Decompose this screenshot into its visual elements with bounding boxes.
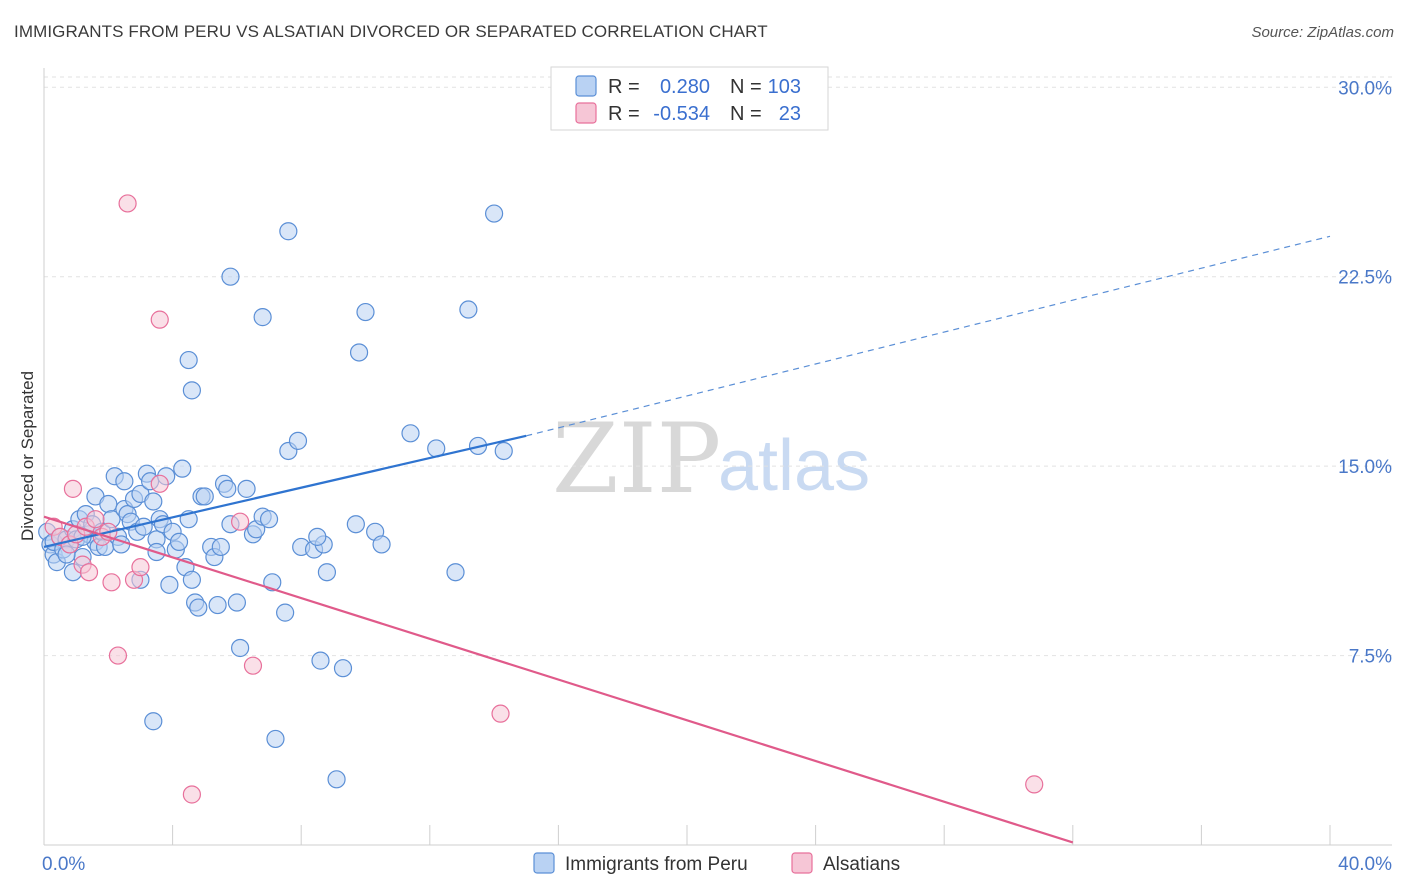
peru-trend-extension bbox=[526, 235, 1331, 437]
peru-point bbox=[401, 424, 420, 443]
peru-trend-line bbox=[43, 434, 527, 549]
series-legend-label-peru: Immigrants from Peru bbox=[565, 854, 748, 875]
y-tick-label: 22.5% bbox=[1338, 268, 1392, 289]
peru-point bbox=[179, 350, 198, 370]
peru-point bbox=[115, 472, 134, 491]
peru-point bbox=[459, 300, 478, 319]
series-peru-points bbox=[38, 204, 513, 789]
alsatian-trend-line bbox=[43, 515, 1074, 844]
y-tick-label: 30.0% bbox=[1338, 78, 1392, 99]
alsatian-point bbox=[243, 656, 263, 675]
correlation-legend: R = 0.280 N = 103 R = -0.534 N = 23 bbox=[550, 66, 829, 131]
x-tick-labels: 0.0% 40.0% bbox=[42, 854, 1392, 875]
axes bbox=[43, 68, 1392, 846]
peru-point bbox=[99, 494, 118, 514]
peru-point bbox=[144, 712, 163, 731]
series-legend-label-alsatian: Alsatians bbox=[823, 854, 900, 875]
alsatian-point bbox=[63, 479, 83, 498]
peru-point bbox=[218, 479, 237, 498]
peru-point bbox=[317, 563, 337, 582]
peru-point bbox=[279, 222, 298, 241]
alsatian-point bbox=[79, 563, 99, 582]
peru-point bbox=[160, 575, 179, 594]
legend-n-label-alsatian: N = bbox=[730, 103, 762, 125]
alsatian-point bbox=[491, 704, 510, 723]
peru-point bbox=[288, 431, 308, 450]
legend-n-value-alsatian: 23 bbox=[779, 103, 801, 125]
chart-title: IMMIGRANTS FROM PERU VS ALSATIAN DIVORCE… bbox=[14, 22, 768, 41]
peru-point bbox=[237, 479, 256, 498]
watermark: ZIP atlas bbox=[552, 403, 870, 515]
peru-point bbox=[356, 302, 375, 322]
watermark-zip: ZIP bbox=[552, 403, 721, 515]
alsatian-point bbox=[131, 558, 150, 577]
legend-swatch-peru bbox=[575, 75, 597, 97]
peru-point bbox=[169, 532, 189, 552]
peru-point bbox=[253, 308, 272, 327]
peru-point bbox=[494, 441, 513, 461]
peru-point bbox=[346, 515, 365, 534]
peru-point bbox=[208, 595, 227, 615]
peru-point bbox=[182, 570, 201, 589]
alsatian-point bbox=[1025, 775, 1044, 794]
y-axis-title: Divorced or Separated bbox=[18, 371, 37, 541]
alsatian-point bbox=[118, 194, 137, 213]
y-tick-labels: 7.5% 15.0% 22.5% 30.0% bbox=[1338, 78, 1392, 667]
series-legend-swatch-peru bbox=[533, 852, 555, 874]
legend-r-value-alsatian: -0.534 bbox=[653, 103, 710, 125]
x-tick-label-max: 40.0% bbox=[1338, 854, 1392, 875]
gridlines bbox=[44, 76, 1392, 657]
peru-point bbox=[327, 770, 346, 789]
peru-point bbox=[182, 381, 201, 400]
alsatian-point bbox=[150, 474, 169, 493]
peru-point bbox=[173, 459, 192, 478]
peru-point bbox=[211, 537, 230, 557]
legend-swatch-alsatian bbox=[575, 102, 597, 124]
series-alsatian-points bbox=[44, 194, 1044, 804]
legend-box bbox=[550, 66, 829, 131]
peru-point bbox=[227, 593, 246, 612]
alsatian-point bbox=[108, 646, 128, 665]
trend-lines bbox=[43, 235, 1331, 844]
legend-n-label-peru: N = bbox=[730, 76, 762, 98]
peru-point bbox=[231, 638, 250, 658]
legend-n-value-peru: 103 bbox=[768, 76, 801, 98]
peru-point bbox=[349, 343, 369, 362]
peru-point bbox=[195, 487, 214, 506]
peru-point bbox=[144, 492, 163, 511]
series-legend: Immigrants from Peru Alsatians bbox=[533, 852, 900, 875]
peru-point bbox=[189, 598, 208, 617]
y-tick-label: 7.5% bbox=[1349, 647, 1392, 668]
alsatian-point bbox=[150, 310, 169, 329]
series-legend-swatch-alsatian bbox=[791, 852, 813, 874]
peru-point bbox=[446, 563, 465, 582]
legend-r-label-alsatian: R = bbox=[608, 103, 640, 125]
peru-point bbox=[311, 651, 330, 670]
peru-point bbox=[266, 729, 285, 749]
alsatian-point bbox=[231, 512, 250, 531]
peru-point bbox=[333, 659, 353, 678]
peru-point bbox=[134, 517, 153, 536]
alsatian-point bbox=[102, 573, 121, 592]
peru-point bbox=[276, 603, 295, 622]
legend-r-label-peru: R = bbox=[608, 76, 640, 98]
peru-point bbox=[259, 510, 279, 529]
peru-point bbox=[485, 204, 504, 223]
alsatian-point bbox=[182, 785, 201, 804]
x-tick-label-min: 0.0% bbox=[42, 854, 85, 875]
peru-point bbox=[308, 527, 327, 546]
chart-source: Source: ZipAtlas.com bbox=[1251, 24, 1394, 41]
legend-r-value-peru: 0.280 bbox=[660, 76, 710, 98]
alsatian-point bbox=[86, 510, 105, 529]
y-tick-label: 15.0% bbox=[1338, 457, 1392, 478]
peru-point bbox=[221, 267, 240, 286]
peru-point bbox=[372, 535, 391, 554]
